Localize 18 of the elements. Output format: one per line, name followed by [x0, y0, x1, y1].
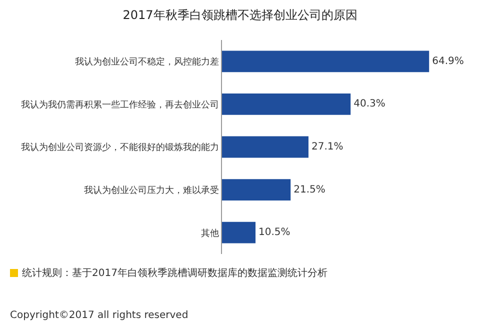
data-label: 64.9%	[432, 56, 464, 67]
bar	[222, 179, 291, 200]
y-tick-label: 我认为创业公司不稳定，风控能力差	[75, 56, 220, 68]
text: Copyright©2017 all rights reserved	[10, 310, 188, 321]
chart-title: 2017年秋季白领跳槽不选择创业公司的原因	[122, 8, 358, 22]
bar	[222, 94, 351, 115]
y-tick-label: 我认为创业公司资源少，不能很好的锻炼我的能力	[21, 142, 220, 154]
y-tick-label: 我认为创业公司压力大，难以承受	[84, 184, 220, 196]
y-tick-label: 其他	[201, 228, 220, 239]
text: 统计规则：基于2017年白领秋季跳槽调研数据库的数据监测统计分析	[22, 266, 328, 280]
y-tick-label: 我认为我仍需再积累一些工作经验，再去创业公司	[21, 99, 220, 110]
data-label: 27.1%	[311, 142, 344, 152]
bar	[222, 136, 308, 158]
data-label: 10.5%	[258, 227, 290, 238]
data-label: 40.3%	[354, 98, 386, 110]
data-label: 21.5%	[294, 184, 326, 196]
bar	[222, 50, 430, 72]
bar	[222, 222, 256, 244]
